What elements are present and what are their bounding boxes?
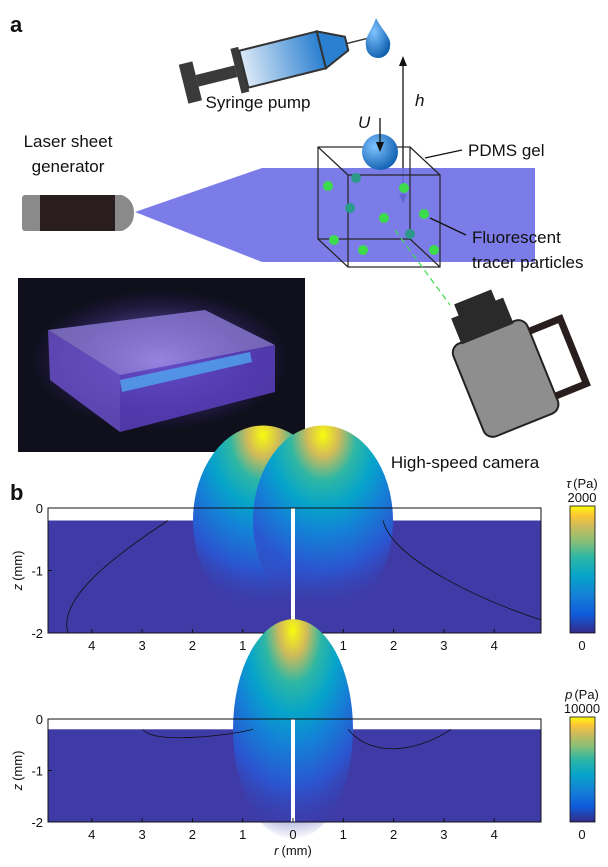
x-tick-label: 3 [440, 638, 447, 653]
x-tick-label: 1 [340, 827, 347, 842]
laser-label: Laser sheet [24, 132, 113, 151]
laser-head [115, 195, 134, 231]
h-label: h [415, 91, 424, 110]
y-axis-label: z (mm) [10, 751, 25, 792]
x-tick-label: 4 [491, 638, 498, 653]
arrow-head [376, 142, 384, 152]
y-tick-label: -2 [31, 815, 43, 830]
y-var: z [10, 783, 25, 791]
x-tick-label: 2 [189, 827, 196, 842]
colorbar [569, 505, 596, 634]
gel-cube [317, 146, 441, 268]
x-tick-label: 2 [189, 638, 196, 653]
colorbar-min: 0 [578, 638, 585, 653]
camera [451, 289, 591, 438]
arrow-head [399, 56, 407, 66]
contour-line [66, 520, 169, 634]
y-tick-label: -1 [31, 564, 43, 579]
y-axis-label: z (mm) [10, 551, 25, 592]
colorbar-var: τ [566, 476, 572, 491]
colorbar-var: p [564, 687, 572, 702]
view-line [394, 229, 451, 306]
x-axis-label: r(mm) [274, 843, 312, 858]
droplet [365, 18, 391, 58]
colorbar-unit: (Pa) [573, 476, 598, 491]
tracer-particles [323, 173, 439, 255]
syringe [178, 30, 378, 104]
colorbar-max: 2000 [568, 490, 597, 505]
laser-label: generator [32, 157, 105, 176]
x-tick-label: 1 [340, 638, 347, 653]
x-tick-label: 0 [289, 827, 296, 842]
leader-line [429, 217, 467, 236]
x-tick-label: 3 [138, 638, 145, 653]
contour-line [382, 520, 542, 621]
x-tick-label: 4 [88, 827, 95, 842]
colorbar-unit: (Pa) [574, 687, 599, 702]
colorbar-title: τ (Pa) [566, 476, 597, 491]
leader-line [424, 149, 463, 159]
y-unit: (mm) [10, 751, 25, 781]
y-tick-label: 0 [36, 501, 43, 516]
contour-line [142, 728, 254, 739]
x-tick-label: 3 [138, 827, 145, 842]
colorbar-title: p (Pa) [564, 687, 599, 702]
photo-gel [30, 290, 290, 432]
centerline [291, 508, 295, 633]
stress-lobe [253, 425, 393, 616]
colorbar [569, 716, 596, 823]
y-tick-label: -2 [31, 626, 43, 641]
x-tick-label: 2 [390, 827, 397, 842]
x-unit: (mm) [282, 843, 312, 858]
panel-label: b [10, 480, 23, 505]
laser-sheet [135, 168, 535, 262]
x-var: r [274, 843, 279, 858]
x-tick-label: 3 [440, 827, 447, 842]
contour-line [347, 728, 452, 750]
tracer-label: tracer particles [472, 253, 583, 272]
y-tick-label: 0 [36, 712, 43, 727]
laser-cap [22, 195, 44, 231]
x-tick-label: 4 [491, 827, 498, 842]
y-tick-label: -1 [31, 764, 43, 779]
plots: 0-1-2432101234r(mm)z(mm)τ(Pa)200000-1-24… [10, 425, 600, 858]
x-tick-label: 2 [390, 638, 397, 653]
laser-body [40, 195, 115, 231]
panel-label: a [10, 12, 23, 37]
colorbar-max: 10000 [564, 701, 600, 716]
centerline [291, 719, 295, 822]
pdms-label: PDMS gel [468, 141, 545, 160]
x-tick-label: 1 [239, 638, 246, 653]
colorbar-min: 0 [578, 827, 585, 842]
u-label: U [358, 113, 371, 132]
x-tick-label: 1 [239, 827, 246, 842]
y-var: z [10, 583, 25, 591]
tracer-label: Fluorescent [472, 228, 561, 247]
syringe-label: Syringe pump [206, 93, 311, 112]
camera-label: High-speed camera [391, 453, 540, 472]
x-tick-label: 4 [88, 638, 95, 653]
y-unit: (mm) [10, 551, 25, 581]
